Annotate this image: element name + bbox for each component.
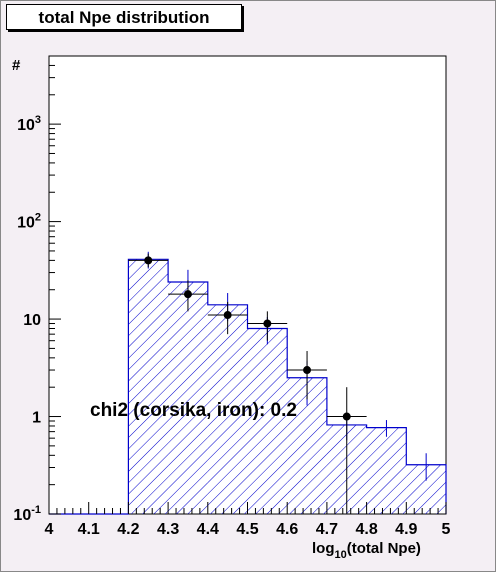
x-tick-label: 4.9 bbox=[395, 521, 417, 538]
data-points-layer bbox=[128, 253, 367, 514]
chart-title: total Npe distribution bbox=[38, 8, 210, 27]
x-axis-title-main: log bbox=[312, 540, 335, 557]
x-tick-label: 4.5 bbox=[236, 521, 258, 538]
data-point bbox=[342, 412, 351, 421]
y-tick-label: 102 bbox=[17, 212, 41, 232]
x-tick-label: 4.8 bbox=[355, 521, 377, 538]
x-tick-label: 4.2 bbox=[117, 521, 139, 538]
x-tick-label: 4.6 bbox=[276, 521, 298, 538]
data-point bbox=[263, 319, 272, 328]
chart-title-box: total Npe distribution bbox=[6, 4, 242, 30]
y-tick-label: 1 bbox=[32, 410, 41, 427]
x-axis-title-rest: (total Npe) bbox=[347, 540, 421, 557]
data-point bbox=[183, 290, 192, 299]
x-axis-title: log10(total Npe) bbox=[312, 540, 421, 561]
y-tick-label: 103 bbox=[17, 114, 41, 134]
histogram-layer bbox=[49, 251, 447, 515]
x-axis-title-sub: 10 bbox=[335, 549, 347, 561]
data-point bbox=[303, 366, 312, 375]
x-tick-label: 4 bbox=[45, 521, 54, 538]
x-tick-label: 4.4 bbox=[197, 521, 219, 538]
histogram-bin bbox=[207, 304, 248, 514]
data-point bbox=[144, 256, 153, 265]
x-tick-label: 5 bbox=[442, 521, 451, 538]
x-tick-label: 4.3 bbox=[157, 521, 179, 538]
x-tick-label: 4.7 bbox=[316, 521, 338, 538]
axes-layer: 4 4.1 4.2 4.3 4.4 4.5 4.6 4.7 4.8 4.9 5 10-1 1 10 102 1… bbox=[13, 64, 451, 538]
y-tick-label: 10-1 bbox=[13, 504, 41, 524]
x-tick-label: 4.1 bbox=[78, 521, 100, 538]
y-tick-label: 10 bbox=[23, 312, 41, 329]
histogram-bin bbox=[128, 259, 169, 514]
histogram-bin bbox=[247, 328, 288, 514]
y-axis-title: # bbox=[12, 57, 21, 74]
histogram-bin bbox=[168, 282, 208, 514]
chi2-annotation: chi2 (corsika, iron): 0.2 bbox=[90, 400, 297, 421]
histogram-bin bbox=[366, 427, 407, 514]
data-point bbox=[223, 311, 232, 320]
